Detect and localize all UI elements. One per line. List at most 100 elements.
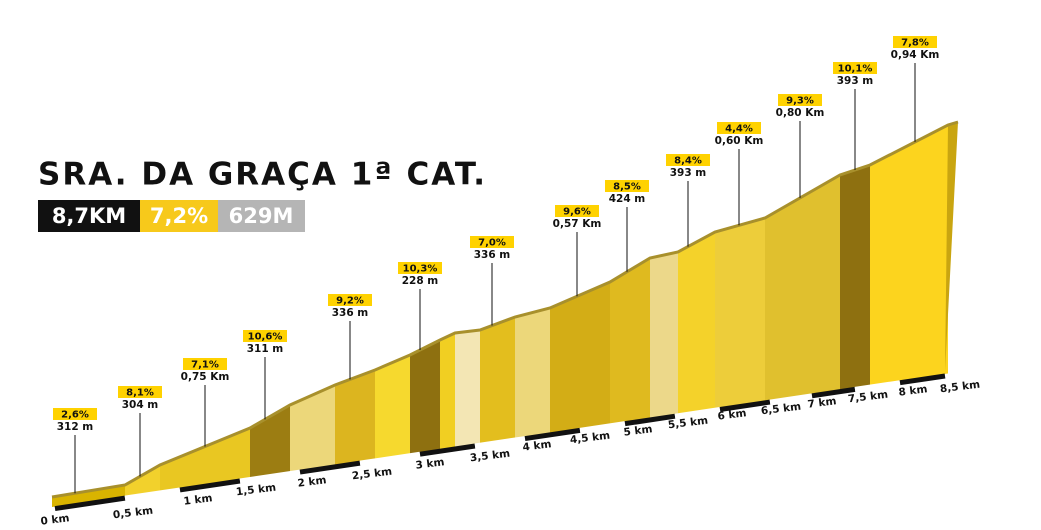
detail-label: 336 m xyxy=(474,249,511,261)
gradient-tag xyxy=(118,386,162,398)
km-label: 7,5 km xyxy=(847,389,888,406)
segment xyxy=(840,165,870,390)
km-bar xyxy=(299,460,361,475)
segment xyxy=(160,428,250,491)
segment xyxy=(375,355,410,459)
distance: 8,7KM xyxy=(52,204,126,228)
km-bar xyxy=(769,393,813,405)
km-bar xyxy=(811,386,856,399)
gradient-tag xyxy=(470,236,514,248)
detail-label: 304 m xyxy=(122,399,159,411)
km-label: 6 km xyxy=(717,407,747,422)
elevation-box xyxy=(218,200,305,232)
gradient-label: 2,6% xyxy=(61,410,89,421)
segment xyxy=(290,385,335,472)
gradient-label: 9,2% xyxy=(336,296,364,307)
gradient-label: 9,3% xyxy=(786,96,814,107)
side-face xyxy=(945,122,958,374)
profile xyxy=(51,120,959,512)
gradient-tag xyxy=(398,262,442,274)
km-bar xyxy=(54,495,126,512)
segment xyxy=(678,232,715,414)
gradient-label: 9,6% xyxy=(563,207,591,218)
detail-label: 0,80 Km xyxy=(776,107,825,119)
segment xyxy=(610,258,650,424)
gradient-tag xyxy=(243,330,287,342)
km-bar xyxy=(239,469,301,484)
km-label: 2 km xyxy=(297,474,327,489)
detail-label: 0,75 Km xyxy=(181,371,230,383)
gradient-label: 10,1% xyxy=(838,64,873,75)
km-label: 8 km xyxy=(898,383,928,398)
detail-label: 393 m xyxy=(670,167,707,179)
km-label: 0 km xyxy=(40,512,70,527)
km-label: 3 km xyxy=(415,456,445,471)
detail-label: 0,57 Km xyxy=(553,218,602,230)
elevation: 629M xyxy=(229,204,294,228)
km-label: 4,5 km xyxy=(569,430,610,447)
segment xyxy=(650,252,678,418)
km-bar xyxy=(579,421,626,433)
km-label: 1 km xyxy=(183,492,213,507)
title: SRA. DA GRAÇA 1ª CAT. xyxy=(38,157,487,193)
km-label: 7 km xyxy=(807,395,837,410)
segment xyxy=(455,330,480,447)
segment xyxy=(125,465,160,497)
segment xyxy=(765,175,840,401)
gradient-tag xyxy=(605,180,649,192)
detail-label: 228 m xyxy=(402,275,439,287)
segment xyxy=(550,282,610,433)
km-bar xyxy=(524,427,581,442)
gradient-tag xyxy=(666,154,710,166)
segment xyxy=(335,370,375,465)
segment xyxy=(480,317,515,444)
km-bar xyxy=(674,407,721,419)
gradient-label: 10,6% xyxy=(248,332,283,343)
gradient-tag xyxy=(53,408,97,420)
gradient-tag xyxy=(555,205,599,217)
gradient-label: 7,8% xyxy=(901,38,929,49)
gradient-tag xyxy=(717,122,761,134)
km-bar xyxy=(419,443,476,457)
km-label: 6,5 km xyxy=(760,401,801,418)
gradient-tag xyxy=(183,358,227,370)
km-bar xyxy=(719,399,771,412)
gradient-label: 4,4% xyxy=(725,124,753,135)
detail-label: 0,94 Km xyxy=(891,49,940,61)
labels: 0 km 0,5 km 1 km 1,5 km 2 km 2,5 km 3 km 3,5 km… xyxy=(40,36,981,528)
detail-label: 336 m xyxy=(332,307,369,319)
gradient-label: 10,3% xyxy=(403,264,438,275)
detail-label: 424 m xyxy=(609,193,646,205)
segment xyxy=(870,125,948,386)
km-bar xyxy=(474,436,526,449)
gradient-label: 8,1% xyxy=(126,388,154,399)
segment xyxy=(440,333,455,450)
segment xyxy=(410,340,440,454)
gradient-box xyxy=(140,200,218,232)
km-label: 5 km xyxy=(623,423,653,438)
detail-label: 393 m xyxy=(837,75,874,87)
km-label: 1,5 km xyxy=(235,482,276,499)
gradient: 7,2% xyxy=(150,204,208,228)
detail-label: 0,60 Km xyxy=(715,135,764,147)
detail-label: 311 m xyxy=(247,343,284,355)
km-label: 8,5 km xyxy=(939,379,980,396)
gradient-label: 8,4% xyxy=(674,156,702,167)
segment xyxy=(715,218,765,409)
km-label: 5,5 km xyxy=(667,415,708,432)
km-bar xyxy=(359,451,421,466)
km-label: 2,5 km xyxy=(351,466,392,483)
km-bar xyxy=(179,478,241,493)
km-bar xyxy=(899,373,946,386)
segment xyxy=(52,485,125,507)
gradient-label: 7,1% xyxy=(191,360,219,371)
km-bar xyxy=(124,487,181,501)
km-bar xyxy=(624,413,676,427)
gradient-label: 7,0% xyxy=(478,238,506,249)
gradient-tag xyxy=(778,94,822,106)
ridge xyxy=(51,120,959,499)
gradient-tag xyxy=(833,62,877,74)
gradient-tag xyxy=(328,294,372,306)
km-label: 0,5 km xyxy=(112,505,153,522)
